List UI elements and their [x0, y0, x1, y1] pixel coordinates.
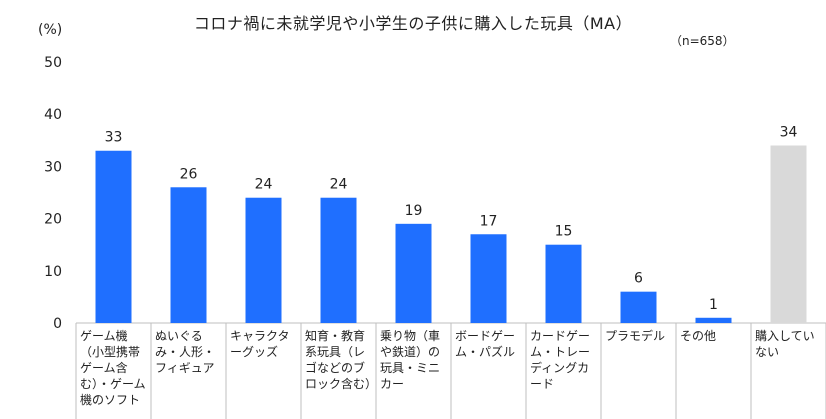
x-tick-label: カードゲーム・トレーディングカード [530, 329, 591, 391]
y-tick-label: 10 [44, 264, 62, 280]
x-tick-label: 購入していない [755, 329, 815, 359]
bar-10 [770, 145, 807, 323]
data-label: 26 [180, 166, 198, 182]
bar-8 [620, 291, 657, 323]
x-tick-label: ボードゲーム・パズル [455, 329, 516, 359]
data-label: 1 [709, 297, 718, 313]
bar-5 [395, 223, 432, 323]
sample-size-note: （n=658） [670, 34, 735, 48]
bar-4 [320, 197, 357, 323]
y-tick-label: 20 [44, 212, 62, 228]
y-axis-unit: (%) [38, 22, 63, 38]
data-label: 17 [480, 213, 498, 229]
data-label: 15 [555, 224, 573, 240]
bar-2 [170, 187, 207, 323]
data-label: 6 [634, 271, 643, 287]
data-label: 24 [255, 177, 273, 193]
data-label: 34 [780, 125, 798, 141]
x-tick-label: その他 [680, 329, 717, 343]
bar-3 [245, 197, 282, 323]
y-tick-label: 40 [44, 107, 62, 123]
x-tick-label: キャラクターグッズ [230, 329, 290, 359]
bar-6 [470, 234, 507, 323]
chart-title: コロナ禍に未就学児や小学生の子供に購入した玩具（MA） [193, 14, 633, 33]
bar-9 [695, 317, 732, 323]
x-tick-label: 知育・教育系玩具（レゴなどのブロック含む） [305, 329, 372, 391]
data-label: 33 [105, 130, 123, 146]
y-tick-label: 0 [53, 316, 62, 332]
x-tick-label: プラモデル [605, 329, 666, 343]
bar-7 [545, 244, 582, 323]
x-tick-label: ぬいぐるみ・人形・フィギュア [155, 329, 216, 375]
y-tick-label: 50 [44, 55, 62, 71]
x-tick-label: ゲーム機（小型携帯ゲーム含む）・ゲーム機のソフト [80, 329, 146, 407]
x-tick-label: 乗り物（車や鉄道）の玩具・ミニカー [380, 329, 441, 391]
bar-1 [95, 150, 132, 323]
data-label: 24 [330, 177, 348, 193]
y-tick-label: 30 [44, 159, 62, 175]
data-label: 19 [405, 203, 423, 219]
